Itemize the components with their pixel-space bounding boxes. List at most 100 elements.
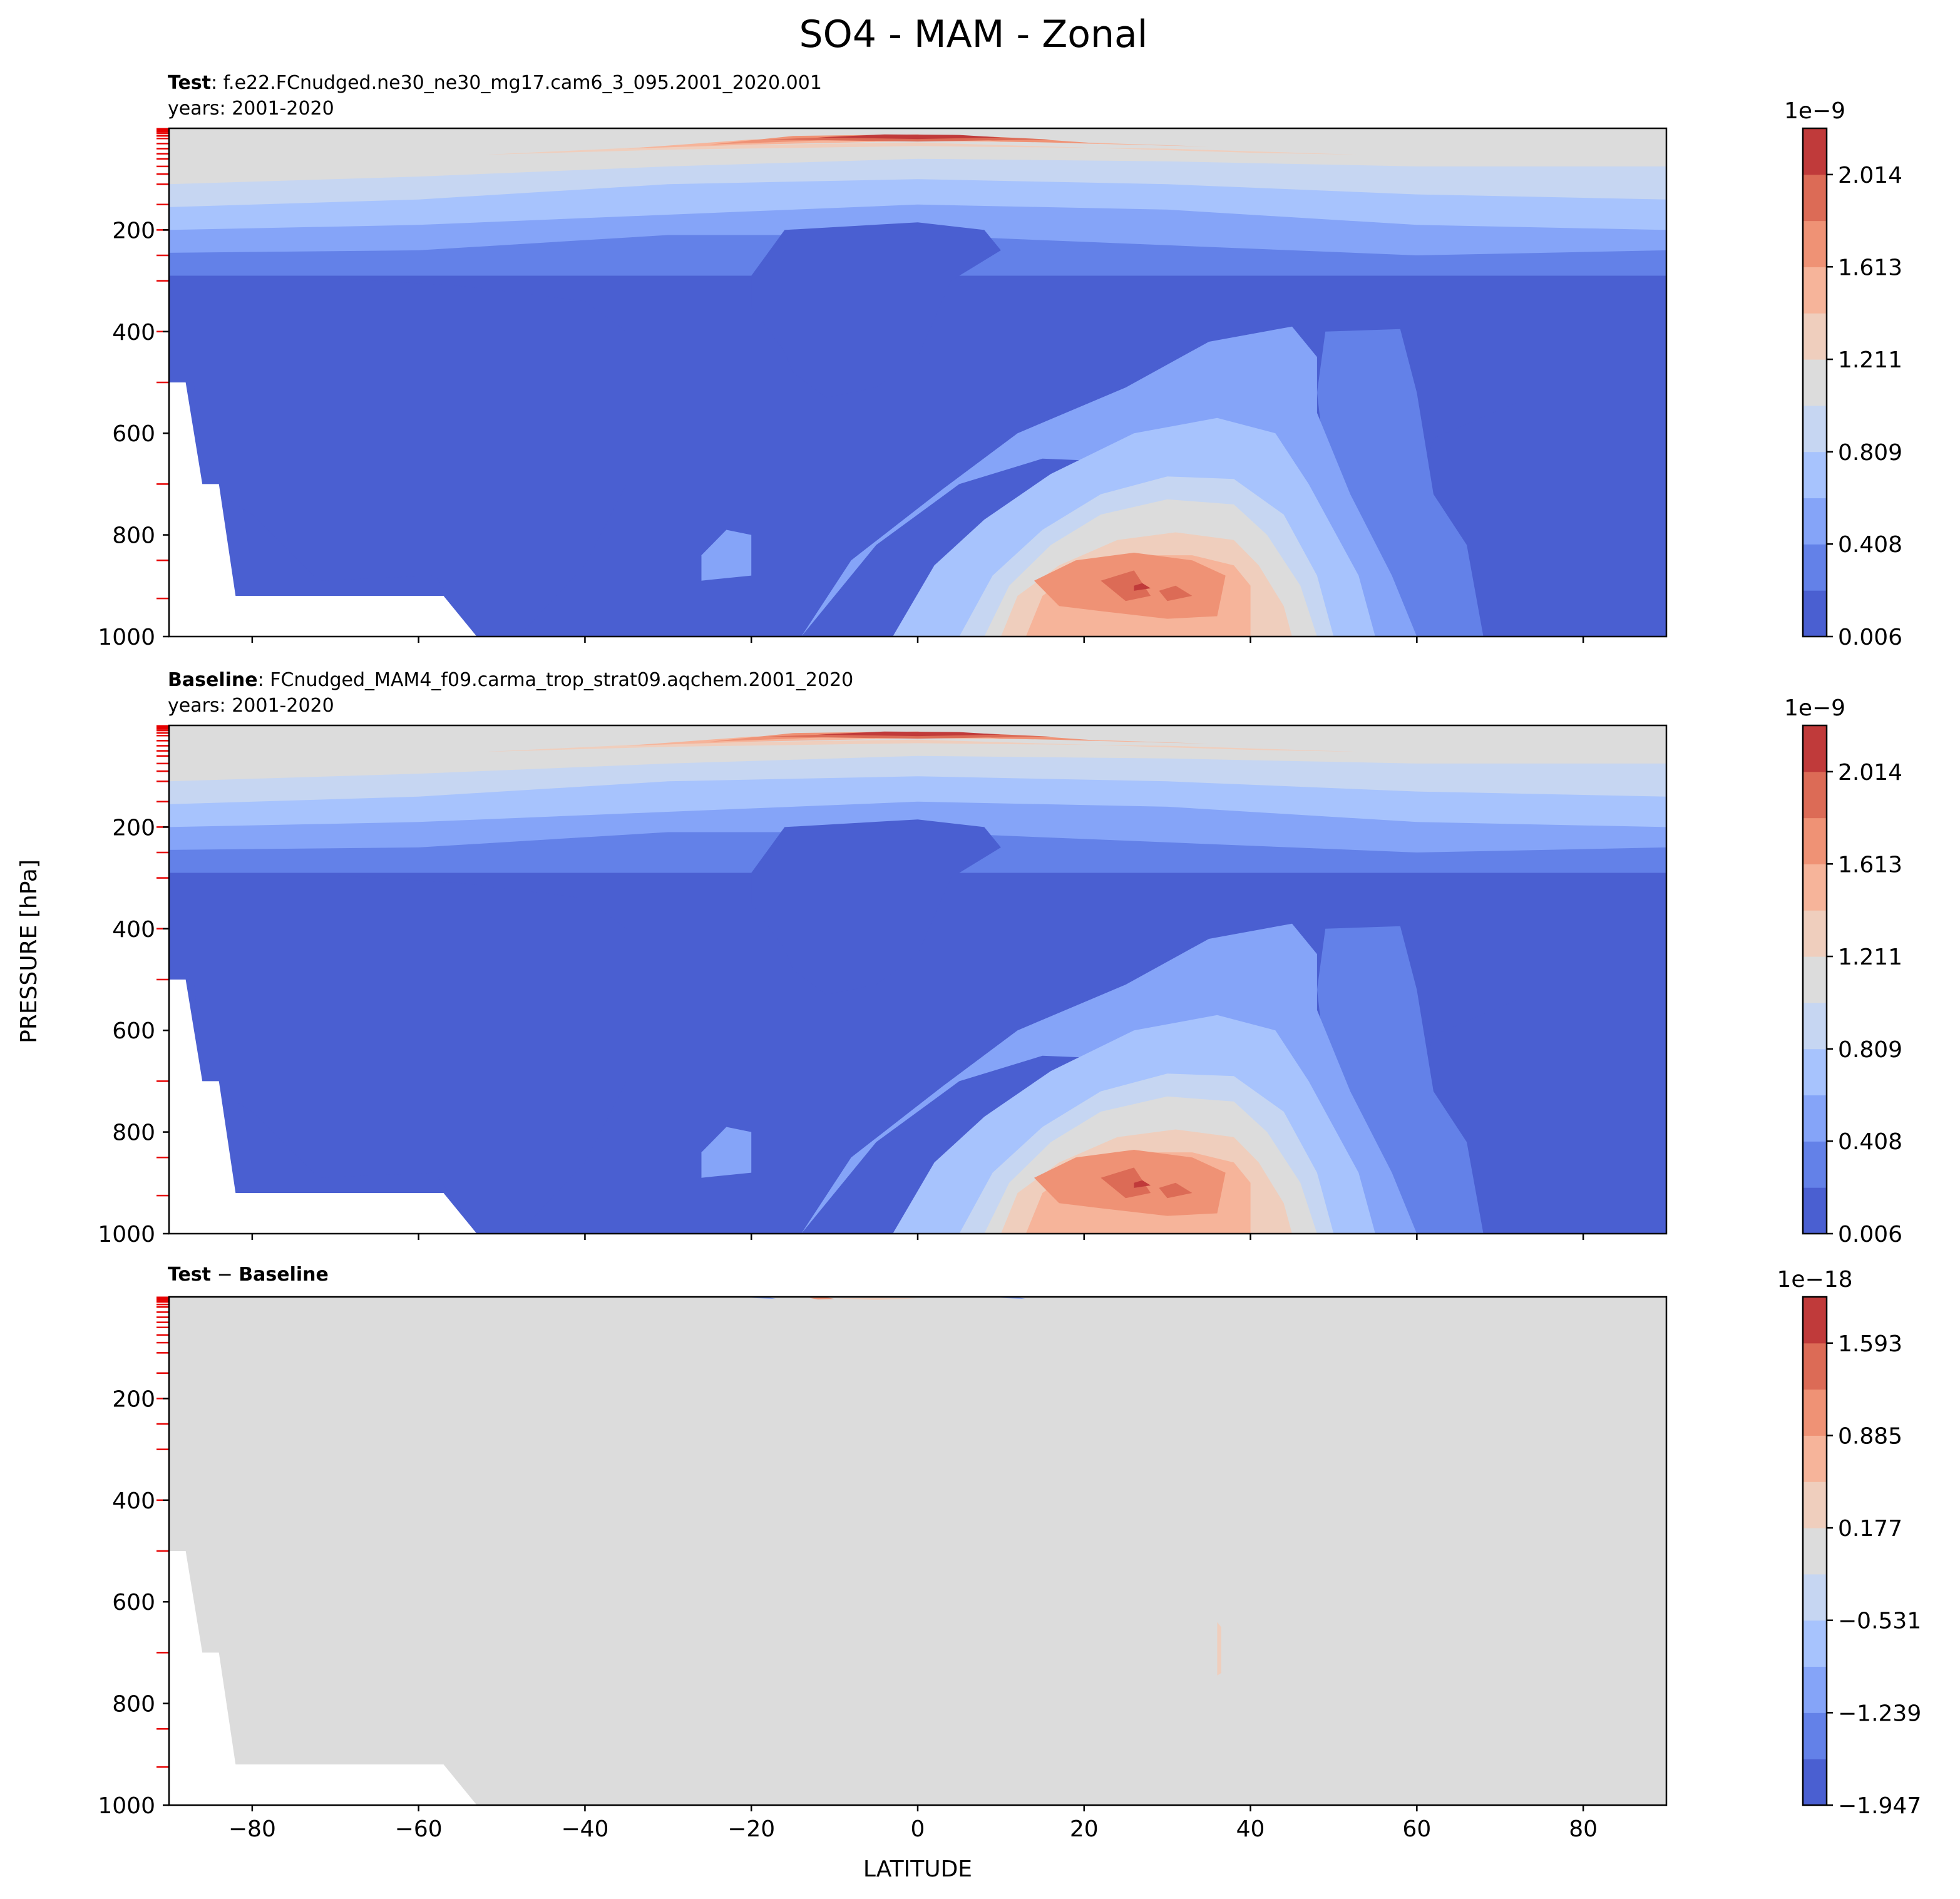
figure-title: SO4 - MAM - Zonal bbox=[799, 13, 1148, 56]
colorbar-segment bbox=[1803, 498, 1827, 545]
contour-region bbox=[169, 875, 627, 1234]
contour-region bbox=[1417, 1000, 1666, 1234]
contour-region bbox=[1101, 1167, 1151, 1199]
panel-baseline-x-ticks bbox=[251, 1234, 1584, 1240]
contour-region bbox=[1417, 402, 1666, 637]
colorbar-tick-label: 0.809 bbox=[1838, 1037, 1902, 1063]
colorbar-segment bbox=[1803, 725, 1827, 772]
panel-difference-plot bbox=[169, 1297, 1666, 1805]
colorbar-segment bbox=[1803, 128, 1827, 175]
contour-region bbox=[801, 923, 1417, 1234]
colorbar-tick-label: 0.177 bbox=[1838, 1516, 1902, 1542]
x-tick-label: 80 bbox=[1569, 1816, 1598, 1842]
colorbar-segment bbox=[1803, 451, 1827, 499]
contour-region bbox=[709, 731, 1101, 742]
colorbar-frame bbox=[1802, 127, 1828, 638]
contour-region bbox=[1217, 1622, 1221, 1676]
panel-test-title: Test: f.e22.FCnudged.ne30_ne30_mg17.cam6… bbox=[168, 72, 822, 94]
panel-difference-y-ticks: 200 400 600 800 1000 bbox=[98, 1386, 169, 1819]
colorbar-segment bbox=[1803, 359, 1827, 406]
y-tick-label: 400 bbox=[112, 917, 155, 943]
colorbar-segment bbox=[1803, 1343, 1827, 1390]
missing-data-mask bbox=[169, 382, 477, 637]
colorbar-segment bbox=[1803, 1528, 1827, 1575]
colorbar-segment bbox=[1803, 1297, 1827, 1344]
y-tick-label: 200 bbox=[112, 218, 155, 243]
colorbar-tick-label: −0.531 bbox=[1838, 1609, 1921, 1634]
contour-region bbox=[1134, 583, 1151, 591]
colorbar-exponent: 1e−18 bbox=[1777, 1267, 1852, 1292]
colorbar-segment bbox=[1803, 313, 1827, 360]
y-tick-label: 800 bbox=[112, 1692, 155, 1717]
colorbar-tick-label: 0.006 bbox=[1838, 1222, 1902, 1247]
colorbar-segment bbox=[1803, 1141, 1827, 1188]
colorbar-tick-label: 1.211 bbox=[1838, 347, 1902, 373]
colorbar-segment bbox=[1803, 1759, 1827, 1806]
panel-baseline-title-bold: Baseline bbox=[168, 669, 258, 691]
colorbar-tick-label: 0.885 bbox=[1838, 1423, 1902, 1449]
y-tick-label: 600 bbox=[112, 1590, 155, 1615]
contour-region bbox=[485, 739, 1359, 752]
colorbar-tick-label: 1.211 bbox=[1838, 944, 1902, 970]
x-tick-label: −80 bbox=[228, 1816, 276, 1842]
colorbar-segment bbox=[1803, 1620, 1827, 1667]
panel-baseline-subtitle: years: 2001-2020 bbox=[168, 695, 334, 717]
x-tick-label: −40 bbox=[561, 1816, 608, 1842]
panel-baseline-y-ticks: 200 400 600 800 1000 bbox=[98, 815, 169, 1247]
contour-region bbox=[709, 134, 1101, 145]
colorbar-segment bbox=[1803, 220, 1827, 267]
panel-test-red-ticks bbox=[156, 128, 169, 600]
x-tick-label: −20 bbox=[727, 1816, 775, 1842]
panel-difference-title-b: Baseline bbox=[239, 1264, 329, 1286]
contour-region bbox=[801, 326, 1417, 637]
colorbar-tick-label: −1.947 bbox=[1838, 1793, 1921, 1819]
y-axis-label: PRESSURE [hPa] bbox=[16, 859, 42, 1043]
panel-test-title-bold: Test bbox=[168, 72, 211, 94]
y-tick-label: 400 bbox=[112, 320, 155, 346]
colorbar-tick-label: 2.014 bbox=[1838, 163, 1902, 188]
panel-test-y-ticks: 200 400 600 800 1000 bbox=[98, 218, 169, 650]
colorbar-segment bbox=[1803, 1482, 1827, 1528]
panel-test-subtitle: years: 2001-2020 bbox=[168, 98, 334, 120]
x-axis-label: LATITUDE bbox=[863, 1856, 972, 1882]
colorbar-exponent: 1e−9 bbox=[1784, 98, 1845, 124]
colorbar-exponent: 1e−9 bbox=[1784, 695, 1845, 721]
y-tick-label: 800 bbox=[112, 523, 155, 549]
panel-difference-x-ticks: −80 −60 −40 −20 0 20 40 60 80 bbox=[228, 1805, 1598, 1842]
x-tick-label: −60 bbox=[395, 1816, 443, 1842]
contour-region bbox=[751, 222, 1001, 398]
colorbar-segment bbox=[1803, 1002, 1827, 1050]
x-tick-label: 0 bbox=[911, 1816, 925, 1842]
colorbar-segment bbox=[1803, 405, 1827, 453]
panel-baseline-red-ticks bbox=[156, 725, 169, 1197]
contour-region bbox=[751, 819, 1001, 995]
colorbar-segment bbox=[1803, 910, 1827, 957]
y-tick-label: 1000 bbox=[98, 625, 155, 650]
y-tick-label: 1000 bbox=[98, 1793, 155, 1819]
colorbar-tick-label: 0.809 bbox=[1838, 440, 1902, 466]
colorbar-segment bbox=[1803, 267, 1827, 314]
y-tick-label: 600 bbox=[112, 1018, 155, 1044]
y-tick-label: 1000 bbox=[98, 1222, 155, 1247]
colorbar-segment bbox=[1803, 1389, 1827, 1436]
y-tick-label: 200 bbox=[112, 815, 155, 841]
colorbar-segment bbox=[1803, 956, 1827, 1003]
colorbar-tick-label: 0.408 bbox=[1838, 532, 1902, 558]
panel-difference-title-a: Test bbox=[168, 1264, 211, 1286]
x-tick-label: 60 bbox=[1402, 1816, 1431, 1842]
colorbar-segment bbox=[1803, 864, 1827, 911]
contour-region bbox=[169, 128, 1666, 185]
y-tick-label: 400 bbox=[112, 1488, 155, 1514]
y-tick-label: 600 bbox=[112, 421, 155, 447]
contour-region bbox=[701, 530, 752, 581]
panel-baseline-plot bbox=[169, 725, 1666, 1234]
panel-test: Test: f.e22.FCnudged.ne30_ne30_mg17.cam6… bbox=[98, 72, 1902, 650]
colorbar-segment bbox=[1803, 174, 1827, 222]
contour-region bbox=[485, 142, 1359, 155]
colorbar-tick-label: −1.239 bbox=[1838, 1701, 1921, 1726]
panel-difference-colorbar: 1e−18 −1.947 −1.239 −0.531 0.177 0.885 1.593 bbox=[1777, 1267, 1921, 1819]
colorbar-tick-label: 1.613 bbox=[1838, 255, 1902, 280]
contour-region bbox=[818, 134, 1001, 140]
colorbar-tick-label: 0.408 bbox=[1838, 1129, 1902, 1155]
